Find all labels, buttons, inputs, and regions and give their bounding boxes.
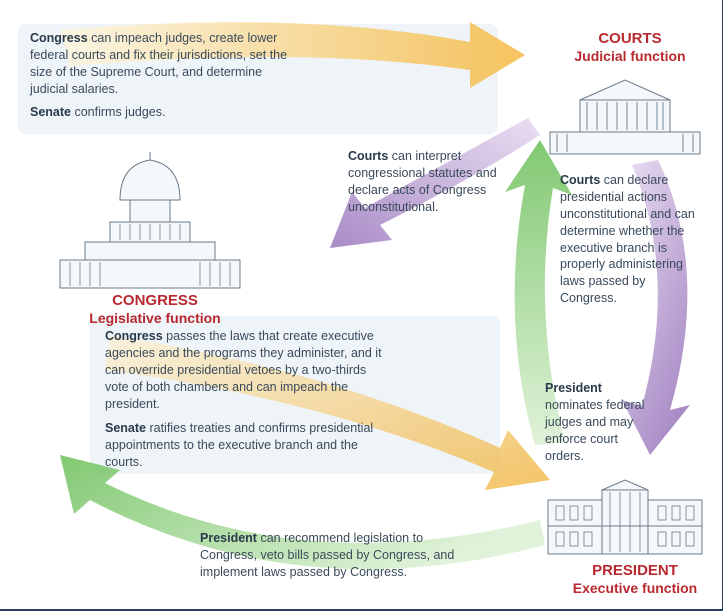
t7: nominates federal judges and may enforce… [545, 398, 644, 463]
text-congress-to-president: Congress passes the laws that create exe… [105, 328, 385, 471]
t4: can declare presidential actions unconst… [560, 173, 695, 305]
president-function: Executive function [560, 580, 710, 597]
congress-name: CONGRESS [112, 292, 198, 309]
b8: President [200, 531, 257, 545]
supreme-court-building [545, 72, 705, 157]
b1: Congress [30, 31, 88, 45]
white-house-building [540, 478, 710, 558]
b3: Courts [348, 149, 388, 163]
b2: Senate [30, 105, 71, 119]
president-title: PRESIDENT Executive function [560, 562, 710, 597]
t2: confirms judges. [71, 105, 165, 119]
text-president-to-courts: President nominates federal judges and m… [545, 380, 655, 464]
text-congress-to-courts: Congress can impeach judges, create lowe… [30, 30, 290, 120]
courts-title: COURTS Judicial function [560, 30, 700, 65]
b7: President [545, 381, 602, 395]
b6: Senate [105, 421, 146, 435]
courts-name: COURTS [598, 30, 661, 47]
president-name: PRESIDENT [592, 562, 678, 579]
b5: Congress [105, 329, 163, 343]
text-president-to-congress: President can recommend legislation to C… [200, 530, 480, 581]
text-courts-to-congress: Courts can interpret congressional statu… [348, 148, 503, 216]
congress-function: Legislative function [75, 310, 235, 327]
courts-function: Judicial function [560, 48, 700, 65]
t6: ratifies treaties and confirms president… [105, 421, 373, 469]
capitol-building [50, 150, 250, 290]
b4: Courts [560, 173, 600, 187]
text-courts-to-president: Courts can declare presidential actions … [560, 172, 705, 307]
congress-title: CONGRESS Legislative function [75, 292, 235, 327]
